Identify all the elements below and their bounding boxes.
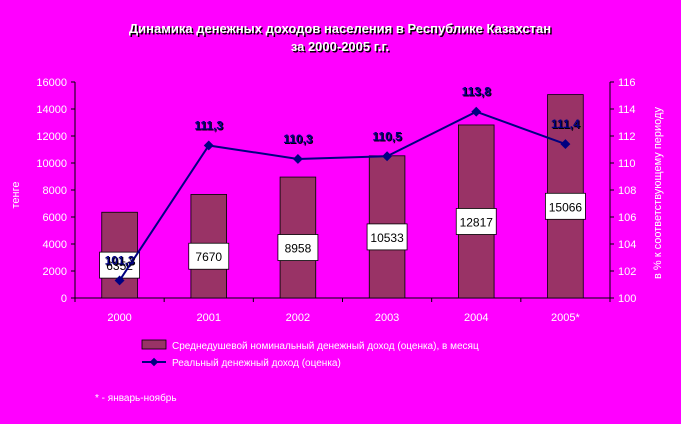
bar-data-label: 7670	[195, 250, 222, 264]
bar-data-label-box	[99, 251, 140, 279]
line-data-label-shadow: 101,3	[106, 254, 136, 268]
y-right-tick-label: 116	[618, 77, 636, 89]
bar-data-label-box	[545, 192, 586, 220]
chart-title-line2-shadow: за 2000-2005 г.г.	[292, 41, 390, 56]
y-left-tick-label: 16000	[36, 77, 67, 89]
chart-title-line2: за 2000-2005 г.г.	[291, 39, 389, 54]
y-right-tick-label: 102	[618, 266, 636, 278]
y-left-tick-label: 4000	[43, 239, 67, 251]
bar-data-label-box	[455, 208, 497, 235]
line-data-label: 110,3	[283, 132, 313, 146]
line-data-label-shadow: 111,3	[195, 119, 224, 133]
legend-bar-swatch	[141, 339, 167, 350]
line-data-label: 101,3	[105, 253, 135, 267]
x-tick-label: 2001	[197, 312, 221, 324]
bar-data-label-box	[277, 234, 319, 261]
x-tick-label: 2005*	[551, 312, 580, 324]
line-data-label-shadow: 110,5	[373, 130, 403, 144]
bar-data-label: 15066	[549, 200, 583, 214]
x-tick-label: 2003	[375, 312, 399, 324]
legend-line-marker	[149, 357, 159, 367]
line-data-label-shadow: 111,4	[552, 118, 581, 132]
y-right-tick-label: 112	[618, 131, 636, 143]
line-data-label-shadow: 110,3	[284, 133, 314, 147]
line-point	[292, 154, 303, 164]
y-right-tick-label: 108	[618, 185, 636, 197]
y-left-tick-label: 14000	[36, 104, 67, 116]
bar-data-label: 12817	[460, 215, 494, 229]
legend-bar-label: Среднедушевой номинальный денежный доход…	[172, 341, 479, 352]
y-left-tick-label: 8000	[43, 185, 67, 197]
line-point	[560, 139, 571, 150]
bar-data-label: 8958	[285, 242, 312, 256]
line-data-label: 113,8	[462, 85, 492, 99]
x-tick-label: 2000	[107, 312, 131, 324]
line-series	[118, 110, 566, 282]
x-tick-label: 2004	[464, 312, 488, 324]
chart-title-line1: Динамика денежных доходов населения в Ре…	[129, 21, 551, 36]
legend: Среднедушевой номинальный денежный доход…	[141, 339, 479, 369]
line-point	[203, 140, 214, 151]
y-left-tick-label: 2000	[43, 266, 67, 278]
bar-data-label-box	[188, 242, 230, 270]
y-right-tick-label: 106	[618, 212, 636, 224]
x-tick-label: 2002	[286, 312, 310, 324]
line-point	[471, 106, 482, 117]
y-right-axis-label: в % к соответствующему периоду	[652, 107, 664, 279]
line-data-label: 110,5	[372, 129, 402, 143]
bar-data-label: 10533	[370, 231, 404, 245]
y-left-tick-label: 10000	[36, 158, 67, 170]
footnote: * - январь-ноябрь	[95, 392, 177, 404]
legend-line-label: Реальный денежный доход (оценка)	[172, 358, 341, 369]
y-left-axis-label: тенге	[10, 182, 22, 209]
y-left-tick-label: 0	[61, 293, 67, 305]
chart-title-line1-shadow: Динамика денежных доходов населения в Ре…	[130, 23, 552, 38]
bar-data-label-box	[366, 223, 408, 251]
y-right-tick-label: 114	[618, 104, 636, 116]
y-right-tick-label: 104	[618, 239, 636, 251]
y-left-tick-label: 6000	[43, 212, 67, 224]
line-data-label: 111,3	[194, 118, 223, 132]
line-data-label: 111,4	[551, 117, 580, 131]
line-data-label-shadow: 113,8	[463, 86, 493, 100]
y-left-tick-label: 12000	[36, 131, 67, 143]
y-right-tick-label: 100	[618, 293, 636, 305]
plot-area: 0 2000 4000 6000 8000 10000 12000 14000 16000 100…	[36, 77, 636, 324]
y-right-tick-label: 110	[618, 158, 636, 170]
line-point	[382, 151, 393, 162]
